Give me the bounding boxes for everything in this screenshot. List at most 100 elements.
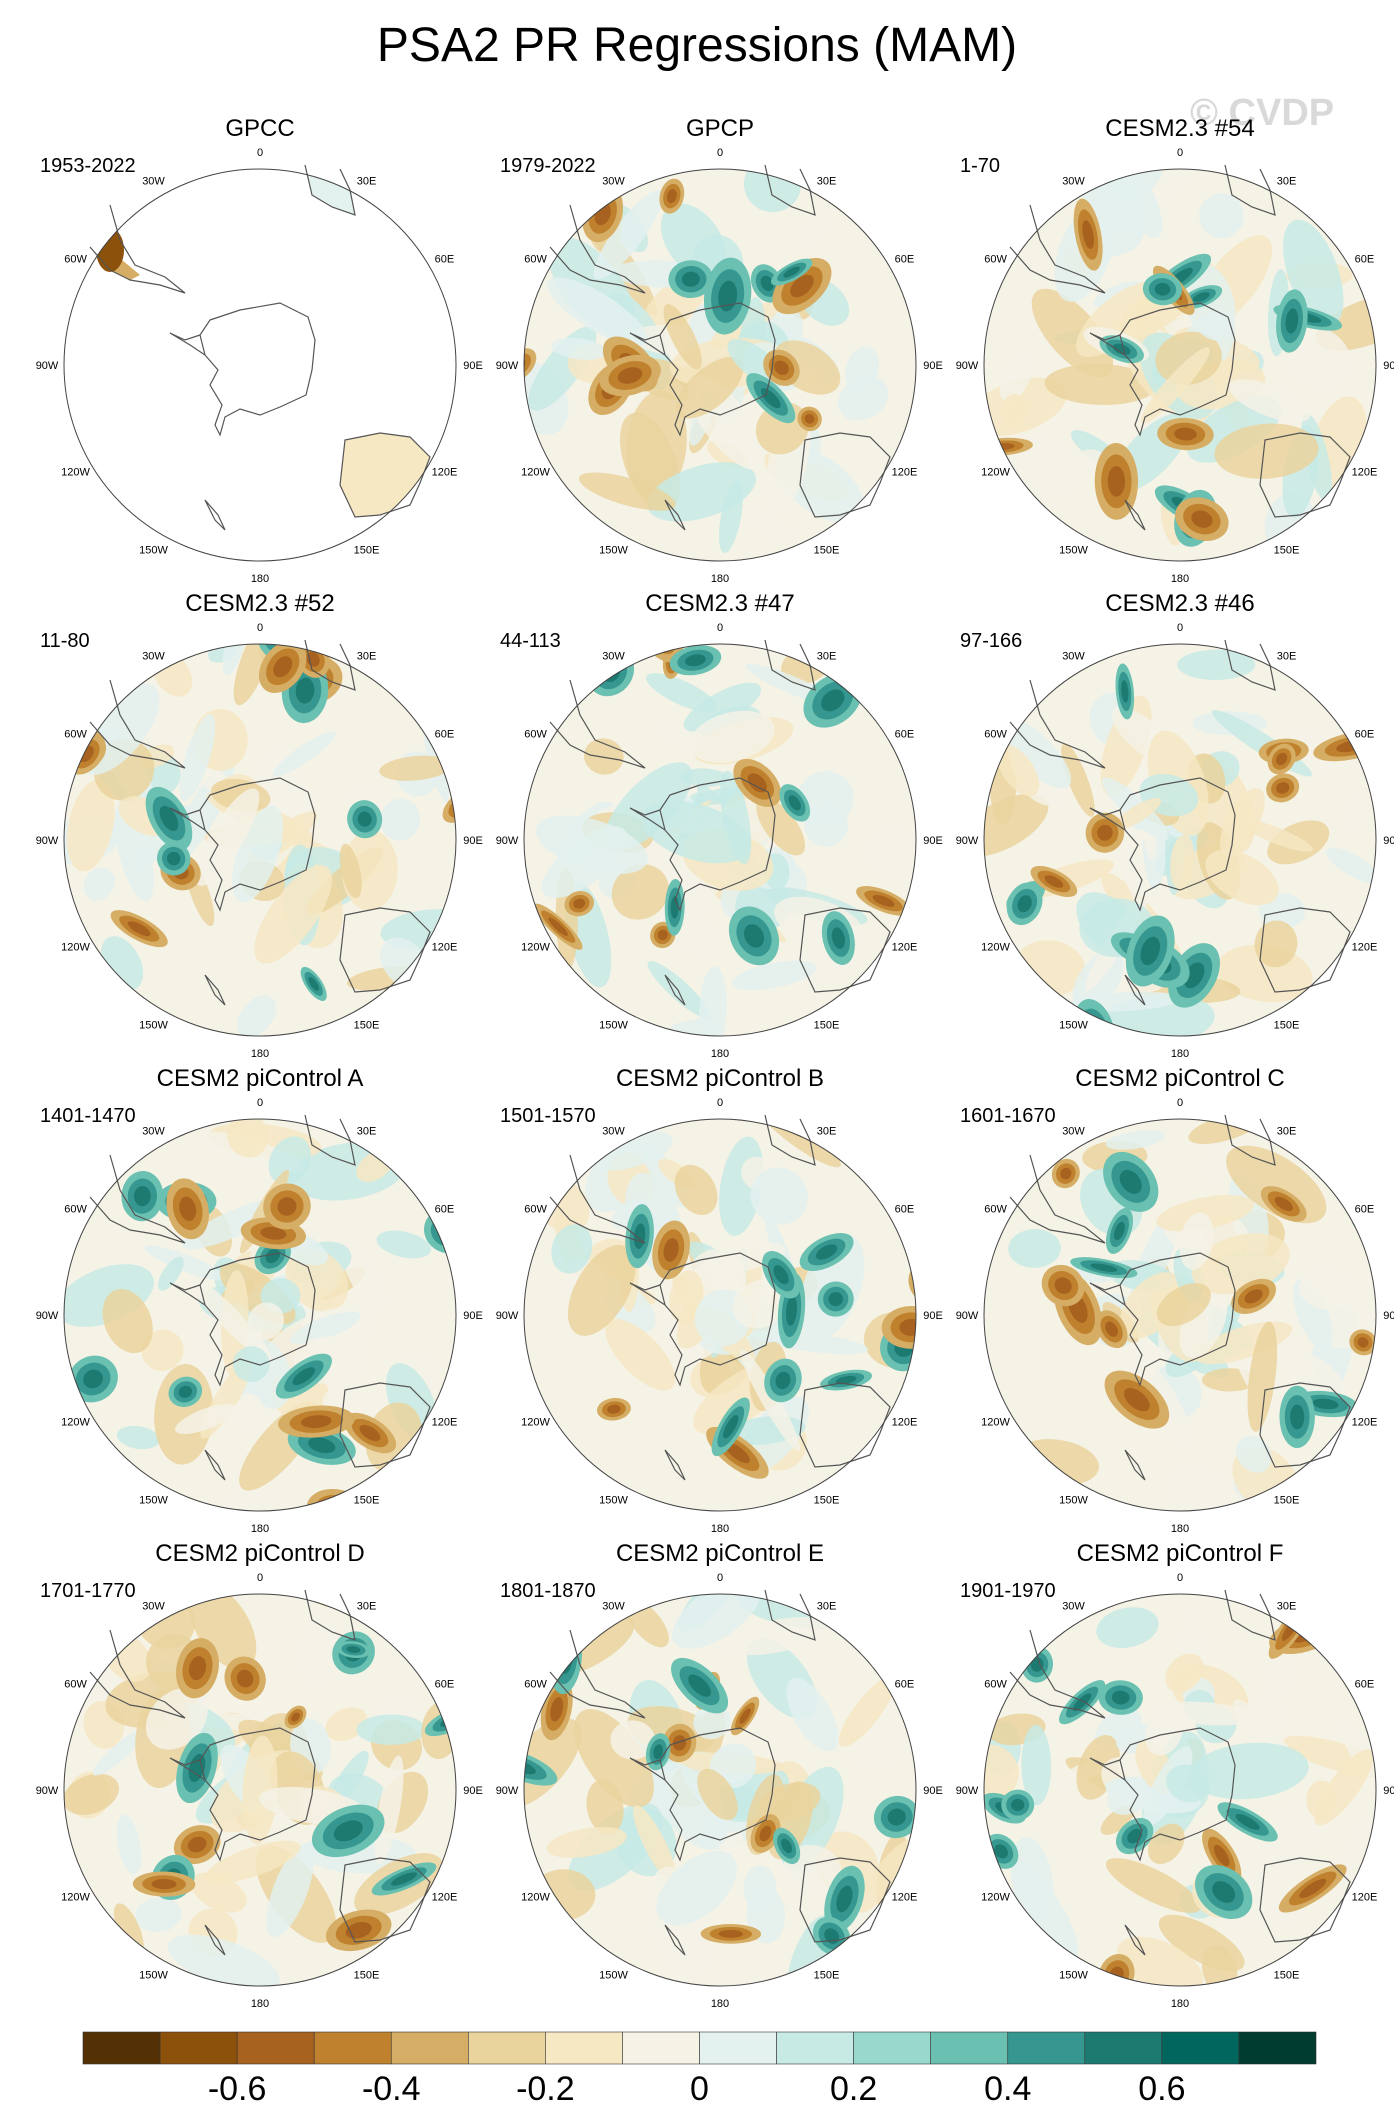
longitude-label: 30E	[1277, 1126, 1297, 1138]
longitude-label: 180	[251, 573, 269, 585]
regression-field	[984, 1594, 1376, 1986]
colorbar-box	[1238, 2031, 1317, 2065]
longitude-label: 180	[251, 1523, 269, 1535]
panel-title: CESM2.3 #52	[185, 590, 335, 617]
panel-years: 44-113	[500, 630, 561, 652]
map-boundary	[983, 1118, 1377, 1512]
regression-field	[64, 644, 456, 1036]
longitude-label: 0	[717, 622, 723, 634]
map-panel: CESM2.3 #52 11-80 0 30E 60E 90E 120E 150E 180 150…	[30, 590, 490, 1060]
longitude-label: 60W	[64, 254, 87, 266]
panel-years: 1-70	[960, 155, 1001, 177]
longitude-label: 60E	[1355, 1679, 1375, 1691]
longitude-label: 150W	[599, 1019, 628, 1031]
longitude-label: 90E	[923, 1310, 943, 1322]
longitude-label: 120E	[432, 1417, 458, 1429]
colorbar-tick-label: 0	[690, 2070, 709, 2108]
longitude-label: 90E	[923, 360, 943, 372]
longitude-label: 60W	[984, 1204, 1007, 1216]
coastlines	[549, 164, 891, 531]
colorbar-box	[1161, 2031, 1240, 2065]
map-panel: CESM2.3 #54 1-70 0 30E 60E 90E 120E 150E 180 150W…	[950, 115, 1394, 585]
longitude-label: 90E	[923, 835, 943, 847]
longitude-label: 30W	[602, 651, 625, 663]
coastlines	[549, 639, 891, 1006]
colorbar-box	[1084, 2031, 1163, 2065]
colorbar-tick-label: 0.4	[984, 2070, 1031, 2108]
panel-years: 1901-1970	[960, 1580, 1056, 1602]
longitude-label: 30E	[817, 651, 837, 663]
longitude-label: 150W	[1059, 544, 1088, 556]
colorbar-box	[545, 2031, 623, 2065]
longitude-label: 90W	[36, 360, 59, 372]
longitude-label: 120W	[981, 467, 1010, 479]
longitude-label: 0	[257, 147, 263, 159]
longitude-label: 90W	[956, 835, 979, 847]
polar-map: 0 30E 60E 90E 120E 150E 180 150W 120W 90W 60W 30W	[956, 1097, 1394, 1535]
longitude-label: 180	[251, 1048, 269, 1060]
longitude-label: 60E	[1355, 1204, 1375, 1216]
panel-title: CESM2 piControl D	[155, 1540, 365, 1567]
polar-map: 0 30E 60E 90E 120E 150E 180 150W 120W 90W 60W 30W	[36, 1572, 483, 2010]
map-panel: CESM2 piControl A 1401-1470 0 30E 60E 90E 120E…	[30, 1065, 490, 1535]
longitude-label: 120W	[61, 467, 90, 479]
longitude-label: 60E	[895, 1679, 915, 1691]
polar-map: 0 30E 60E 90E 120E 150E 180 150W 120W 90W 60W 30W	[496, 1572, 943, 2010]
polar-map: 0 30E 60E 90E 120E 150E 180 150W 120W 90W 60W 30W	[496, 147, 943, 585]
longitude-label: 150E	[814, 1019, 840, 1031]
coastlines	[89, 639, 431, 1006]
polar-map: 0 30E 60E 90E 120E 150E 180 150W 120W 90W 60W 30W	[36, 1097, 483, 1535]
regression-field	[984, 1119, 1376, 1511]
longitude-label: 180	[711, 1998, 729, 2010]
longitude-label: 30E	[357, 1126, 377, 1138]
map-panel: CESM2.3 #47 44-113 0 30E 60E 90E 120E 150E 180 15…	[490, 590, 950, 1060]
map-panel: CESM2 piControl B 1501-1570 0 30E 60E 90E 120E…	[490, 1065, 950, 1535]
longitude-label: 60E	[1355, 254, 1375, 266]
longitude-label: 30W	[142, 176, 165, 188]
regression-field	[524, 1594, 916, 1986]
longitude-label: 150E	[814, 1494, 840, 1506]
colorbar-box	[930, 2031, 1009, 2065]
longitude-label: 60W	[524, 254, 547, 266]
longitude-label: 150E	[1274, 544, 1300, 556]
colorbar-box	[468, 2031, 546, 2065]
map-panel: CESM2 piControl E 1801-1870 0 30E 60E 90E 120E…	[490, 1540, 950, 2010]
regression-field	[64, 1594, 456, 1986]
polar-map: 0 30E 60E 90E 120E 150E 180 150W 120W 90W 60W 30W	[956, 147, 1394, 585]
longitude-label: 60W	[984, 254, 1007, 266]
colorbar-box	[159, 2031, 238, 2065]
longitude-label: 120W	[981, 942, 1010, 954]
map-boundary	[63, 643, 457, 1037]
longitude-label: 30W	[142, 1126, 165, 1138]
colorbar-tick-label: 0.2	[830, 2070, 877, 2108]
longitude-label: 120W	[981, 1417, 1010, 1429]
longitude-label: 150W	[1059, 1019, 1088, 1031]
longitude-label: 90W	[36, 1310, 59, 1322]
longitude-label: 90E	[1383, 1785, 1394, 1797]
longitude-label: 90W	[956, 360, 979, 372]
polar-map: 0 30E 60E 90E 120E 150E 180 150W 120W 90W 60W 30W	[36, 622, 483, 1060]
map-panel: GPCP 1979-2022 0 30E 60E 90E 120E 150E 180 150W 12…	[490, 115, 950, 585]
colorbar-tick-label: -0.2	[516, 2070, 575, 2108]
coastlines	[549, 1114, 891, 1481]
colorbar-box	[313, 2031, 392, 2065]
polar-map: 0 30E 60E 90E 120E 150E 180 150W 120W 90W 60W 30W	[956, 622, 1394, 1060]
colorbar-tick-label: -0.6	[208, 2070, 267, 2108]
longitude-label: 150E	[1274, 1019, 1300, 1031]
map-boundary	[523, 168, 917, 562]
panel-title: CESM2 piControl F	[1076, 1540, 1284, 1567]
longitude-label: 90E	[463, 360, 483, 372]
polar-map: 0 30E 60E 90E 120E 150E 180 150W 120W 90W 60W 30W	[496, 622, 943, 1060]
longitude-label: 90E	[923, 1785, 943, 1797]
longitude-label: 120W	[61, 1417, 90, 1429]
longitude-label: 90W	[496, 1310, 519, 1322]
longitude-label: 120E	[1352, 942, 1378, 954]
cvdp-watermark: © CVDP	[1190, 92, 1335, 134]
longitude-label: 150W	[139, 544, 168, 556]
longitude-label: 30E	[357, 1601, 377, 1613]
longitude-label: 60W	[64, 1679, 87, 1691]
polar-map: 0 30E 60E 90E 120E 150E 180 150W 120W 90W 60W 30W	[496, 1097, 943, 1535]
longitude-label: 30E	[357, 176, 377, 188]
longitude-label: 150E	[1274, 1494, 1300, 1506]
longitude-label: 90W	[36, 835, 59, 847]
